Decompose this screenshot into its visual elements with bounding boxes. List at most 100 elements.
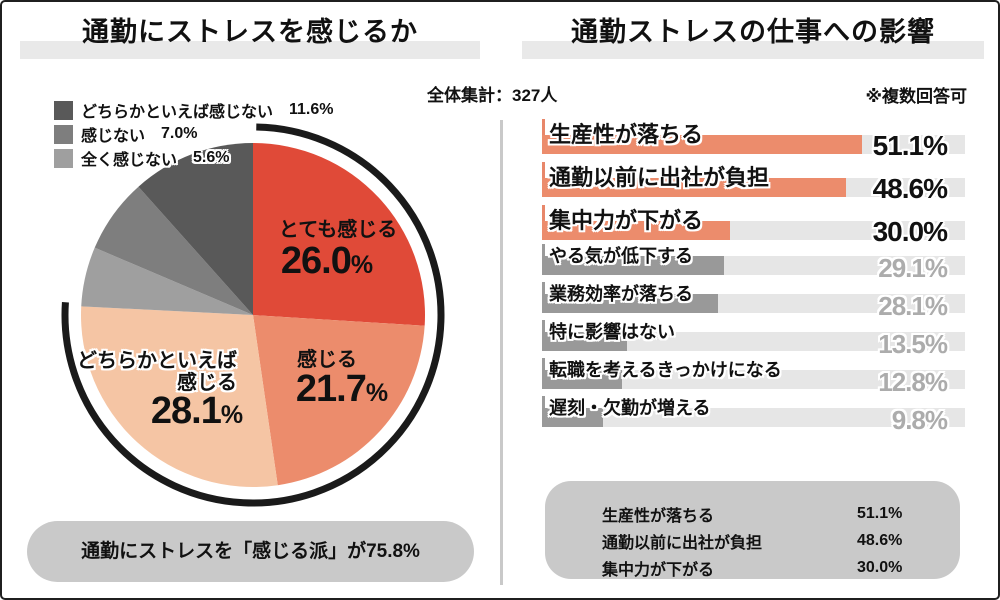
legend-percent: 11.6% [289, 101, 334, 118]
bar-label: 特に影響はない [549, 322, 675, 342]
summary-percent: 51.1% [857, 504, 903, 522]
percent-value: 28.1 [150, 390, 222, 432]
pie-legend: どちらかといえば感じない 11.6% 感じない 7.0% 全く感じない 5.6% [54, 98, 334, 170]
percent-value: 21.7 [295, 368, 367, 410]
bar-percent: 29.1% [878, 253, 948, 283]
bar-fill [542, 332, 627, 351]
bar-fill [542, 256, 725, 275]
right-title-stripe [522, 41, 984, 59]
bar-label: 転職を考えるきっかけになる [549, 360, 782, 380]
bar-row: 遅刻・欠勤が増える 9.8% [542, 396, 965, 435]
bar-track [542, 294, 965, 313]
takeaway-text: 通勤にストレスを「感じる派」が75.8% [81, 541, 420, 562]
pie-slice [138, 143, 253, 315]
legend-label: 感じない [81, 128, 146, 145]
pie-slice [94, 186, 253, 315]
row-tick [542, 244, 545, 264]
pie-slice-percent: 21.7% [252, 368, 432, 411]
bar-chart: 生産性が落ちる 51.1% 通勤以前に出社が負担 48.6% 集中力が下がる 3… [542, 119, 965, 435]
bar-fill [542, 408, 604, 427]
summary-label: 生産性が落ちる [602, 507, 715, 525]
legend-swatch [54, 124, 73, 144]
summary-row: 通勤以前に出社が負担 48.6% [602, 527, 960, 554]
bar-track [542, 370, 965, 389]
pie-slice [80, 306, 278, 487]
summary-percent: 30.0% [857, 558, 903, 576]
row-tick [542, 162, 545, 188]
bar-track [542, 178, 965, 197]
bar-row: 集中力が下がる 30.0% [542, 205, 965, 247]
legend-swatch [54, 100, 73, 120]
bar-percent: 28.1% [878, 291, 948, 321]
bar-fill [542, 135, 862, 154]
total-count-note: 全体集計：327人 [427, 86, 558, 105]
pie-chart [61, 123, 445, 507]
bar-row: 業務効率が落ちる 28.1% [542, 282, 965, 321]
row-tick [542, 358, 545, 378]
bar-percent: 13.5% [878, 329, 948, 359]
bar-row: 特に影響はない 13.5% [542, 320, 965, 359]
bar-row: 通勤以前に出社が負担 48.6% [542, 162, 965, 205]
row-tick [542, 205, 545, 231]
bar-row: 転職を考えるきっかけになる 12.8% [542, 358, 965, 397]
legend-percent: 5.6% [193, 149, 230, 166]
left-title-stripe [20, 41, 480, 59]
pie-slice-label: 感じる [297, 349, 357, 371]
summary-percent: 48.6% [857, 531, 903, 549]
summary-row: 集中力が下がる 30.0% [602, 554, 960, 581]
multi-answer-note: ※複数回答可 [865, 87, 967, 106]
legend-item: 感じない 7.0% [54, 122, 334, 146]
bar-fill [542, 221, 730, 240]
summary-label: 集中力が下がる [602, 561, 715, 579]
legend-label: 全く感じない [81, 152, 178, 169]
right-panel-title: 通勤ストレスの仕事への影響 [571, 17, 935, 47]
pie-slice-label: どちらかといえば 感じる [60, 350, 237, 394]
pie-slice [253, 315, 425, 486]
summary-label: 通勤以前に出社が負担 [602, 534, 763, 552]
label-line-1: どちらかといえば [77, 350, 237, 372]
bar-row: やる気が低下する 29.1% [542, 244, 965, 283]
legend-percent: 7.0% [161, 125, 198, 142]
pie-slice [253, 143, 425, 326]
bar-percent: 51.1% [872, 130, 948, 161]
percent-unit: % [350, 251, 374, 279]
bar-label: 生産性が落ちる [549, 122, 704, 147]
bar-percent: 30.0% [872, 216, 948, 247]
bar-label: 通勤以前に出社が負担 [549, 165, 770, 190]
bar-label: やる気が低下する [549, 246, 693, 266]
legend-item: どちらかといえば感じない 11.6% [54, 98, 334, 122]
bar-percent: 9.8% [891, 405, 948, 435]
label-line-2: 感じる [177, 372, 237, 394]
panel-divider [500, 120, 503, 585]
bar-label: 業務効率が落ちる [549, 284, 693, 304]
bar-row: 生産性が落ちる 51.1% [542, 119, 965, 162]
legend-item: 全く感じない 5.6% [54, 146, 334, 170]
pie-slice [81, 247, 253, 315]
pie-slice-percent: 28.1% [107, 390, 287, 433]
percent-unit: % [220, 401, 244, 429]
bar-track [542, 256, 965, 275]
summary-row: 生産性が落ちる 51.1% [602, 500, 960, 527]
row-tick [542, 119, 545, 145]
bar-track [542, 332, 965, 351]
legend-swatch [54, 148, 73, 168]
bar-percent: 48.6% [872, 173, 948, 204]
row-tick [542, 320, 545, 340]
bar-fill [542, 370, 623, 389]
row-tick [542, 282, 545, 302]
pie-slice-label: とても感じる [278, 219, 398, 241]
bar-track [542, 135, 965, 154]
legend-label: どちらかといえば感じない [81, 104, 274, 121]
bar-track [542, 221, 965, 240]
pie-slice-percent: 26.0% [237, 240, 417, 283]
bar-fill [542, 294, 718, 313]
bar-percent: 12.8% [878, 367, 948, 397]
row-tick [542, 396, 545, 416]
percent-unit: % [365, 379, 389, 407]
bar-label: 集中力が下がる [549, 208, 704, 233]
left-panel-title: 通勤にストレスを感じるか [82, 17, 418, 47]
bar-track [542, 408, 965, 427]
summary-box: 生産性が落ちる 51.1% 通勤以前に出社が負担 48.6% 集中力が下がる 3… [545, 481, 960, 579]
bar-label: 遅刻・欠勤が増える [549, 398, 711, 418]
